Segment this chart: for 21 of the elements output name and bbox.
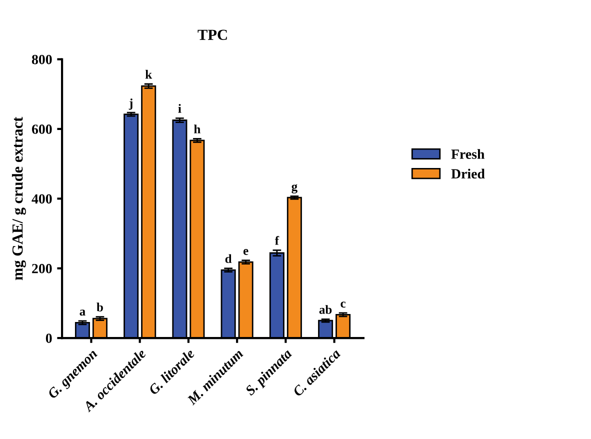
y-tick-label: 200 <box>32 264 52 274</box>
data-label: d <box>225 254 232 264</box>
data-label: e <box>243 249 248 255</box>
chart-title: TPC <box>198 30 227 40</box>
legend-label: Fresh <box>451 149 485 159</box>
data-label: c <box>340 302 346 308</box>
data-label: f <box>274 236 280 245</box>
data-label: ab <box>319 305 332 314</box>
data-label: i <box>178 104 182 113</box>
data-label: h <box>194 124 200 134</box>
y-tick-label: 400 <box>32 194 52 204</box>
legend-label: Dried <box>451 168 485 179</box>
y-tick-label: 800 <box>32 54 52 64</box>
y-axis-title: mg GAE/ g crude extract <box>12 116 26 280</box>
data-label: k <box>145 70 152 79</box>
y-tick-label: 600 <box>32 124 52 134</box>
data-label: b <box>96 302 103 312</box>
data-label: g <box>292 184 298 194</box>
y-tick-label: 0 <box>46 334 52 343</box>
data-label: j <box>128 98 132 110</box>
data-label: a <box>80 310 86 316</box>
